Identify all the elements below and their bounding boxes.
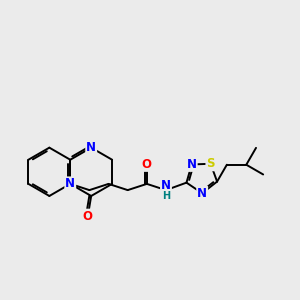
Text: N: N: [197, 187, 207, 200]
Text: N: N: [65, 177, 75, 190]
Text: S: S: [206, 157, 215, 170]
Text: N: N: [161, 179, 171, 192]
Text: N: N: [86, 141, 96, 154]
Text: H: H: [162, 191, 170, 201]
Text: O: O: [142, 158, 152, 171]
Text: N: N: [187, 158, 197, 171]
Text: O: O: [83, 210, 93, 223]
